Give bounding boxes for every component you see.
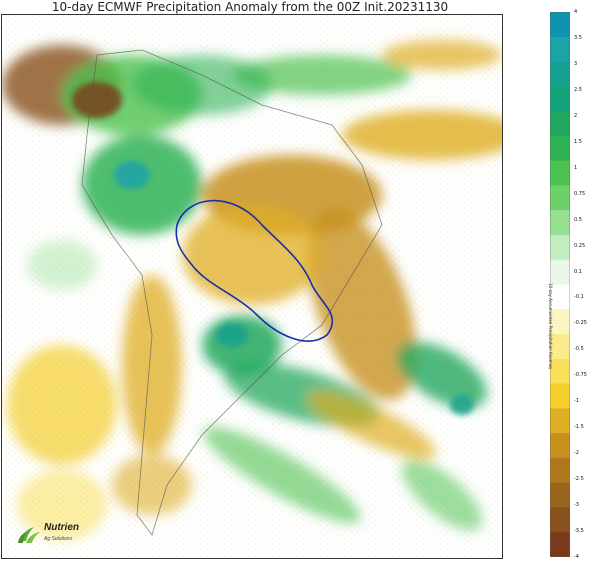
colorbar-tick-label: -2 [574,450,579,457]
colorbar-segment [550,86,570,112]
colorbar-tick-label: 4 [574,9,578,15]
colorbar-tick-label: 0.25 [574,242,586,249]
colorbar-segment [550,160,570,186]
colorbar-segment [550,36,570,63]
colorbar-tick-label: -0.25 [574,320,587,327]
colorbar-tick-label: 3 [574,60,578,67]
colorbar-tick-label: -0.1 [574,294,584,301]
colorbar-segment [550,507,570,533]
logo-name: Nutrien [44,522,79,533]
colorbar-tick-label: 3.5 [574,34,582,41]
colorbar-tick-label: 0.1 [574,268,582,275]
colorbar-tick-label: 2.5 [574,86,582,93]
colorbar-tick-label: -1.5 [574,424,584,431]
colorbar-tick-label: -1 [574,398,579,405]
colorbar-tick-label: -0.75 [574,372,587,379]
colorbar-segment [550,210,570,236]
colorbar-tick-label: 1.5 [574,138,582,145]
colorbar-segment [550,482,570,508]
continent-outline [81,49,383,536]
colorbar-tick-label: 0.75 [574,190,586,197]
colorbar-segment [550,111,570,137]
nutrien-logo-icon [18,527,40,543]
colorbar [550,12,570,557]
colorbar-segment [550,383,570,409]
colorbar-segments [550,12,570,557]
colorbar-segment [550,457,570,484]
map-title: 10-day ECMWF Precipitation Anomaly from … [51,0,449,14]
colorbar-segment [550,61,570,87]
colorbar-tick-label: 1 [574,164,578,171]
colorbar-segment [550,309,570,335]
colorbar-segment [550,12,570,38]
colorbar-tick-label: 2 [574,112,578,119]
colorbar-tick-label: -3.5 [574,528,584,535]
colorbar-label: 10-day Accumulated Precipitation Anomaly [548,283,553,370]
highlight-contour [175,199,334,342]
colorbar-segment [550,408,570,434]
precipitation-anomaly-map [1,14,503,559]
colorbar-segment [550,135,570,162]
colorbar-segment [550,334,570,360]
colorbar-segment [550,259,570,285]
map-texture [2,15,502,558]
colorbar-tick-label: -2.5 [574,476,584,483]
map-canvas [2,15,502,558]
colorbar-segment [550,532,570,557]
logo-subtitle: Ag Solutions [44,536,73,542]
colorbar-segment [550,358,570,385]
colorbar-tick-label: -4 [574,554,579,560]
colorbar-segment [550,284,570,310]
colorbar-tick-label: -0.5 [574,346,584,353]
colorbar-segment [550,185,570,211]
colorbar-tick-label: -3 [574,502,579,509]
colorbar-segment [550,234,570,261]
colorbar-tick-label: 0.5 [574,216,582,223]
colorbar-segment [550,433,570,459]
